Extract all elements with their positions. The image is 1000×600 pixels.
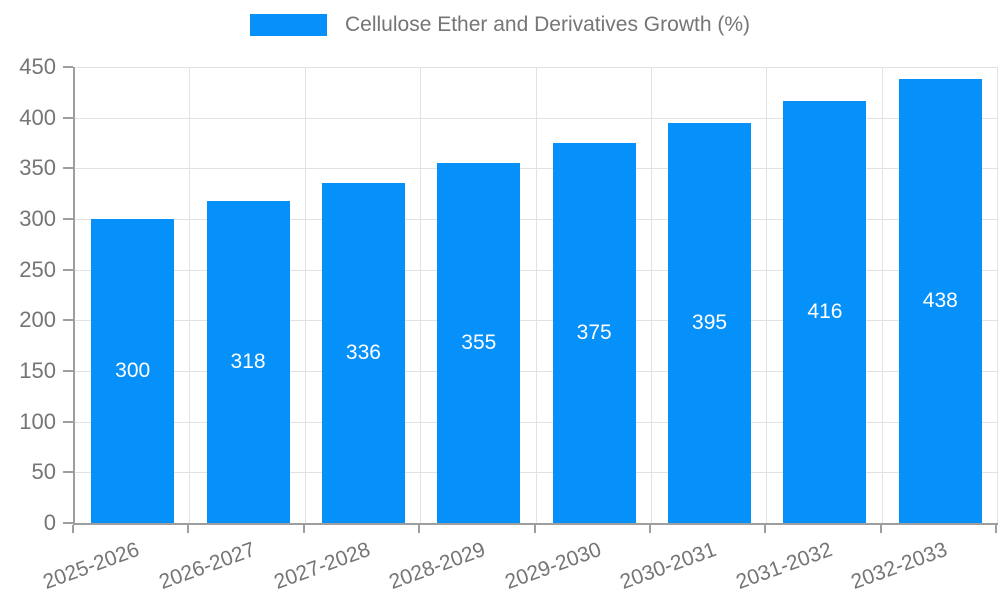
y-tick-0 xyxy=(63,522,73,524)
gridline-h-150 xyxy=(75,371,998,372)
x-axis-label-2031-2032: 2031-2032 xyxy=(732,538,835,594)
x-axis-label-2028-2029: 2028-2029 xyxy=(386,538,489,594)
bar-value-label: 336 xyxy=(345,340,381,364)
bar-value-label: 375 xyxy=(576,321,612,344)
chart-legend[interactable]: Cellulose Ether and Derivatives Growth (… xyxy=(0,13,1000,37)
y-axis-label-250: 250 xyxy=(19,256,56,282)
y-axis-label-450: 450 xyxy=(19,54,56,79)
gridline-v-5 xyxy=(650,67,652,523)
y-tick-150 xyxy=(63,370,73,372)
x-axis-label-2029-2030: 2029-2030 xyxy=(501,538,605,594)
y-axis-label-300: 300 xyxy=(19,206,56,231)
x-tick-0 xyxy=(72,525,74,533)
bar-value-label: 395 xyxy=(692,310,728,334)
y-tick-300 xyxy=(63,218,73,220)
x-tick-4 xyxy=(533,525,536,533)
gridline-h-200 xyxy=(75,320,998,322)
y-axis-label-400: 400 xyxy=(19,104,56,130)
x-axis-label-2032-2033: 2032-2033 xyxy=(847,538,951,594)
x-tick-1 xyxy=(187,525,190,533)
gridline-h-450 xyxy=(75,67,998,68)
y-axis-label-50: 50 xyxy=(31,459,56,485)
gridline-v-8 xyxy=(997,67,998,523)
bar-value-label: 416 xyxy=(807,300,843,324)
bar-2026-2027: 318 xyxy=(206,200,290,523)
x-axis-label-2030-2031: 2030-2031 xyxy=(617,538,720,594)
bar-value-label: 300 xyxy=(115,359,151,382)
x-axis-label-2025-2026: 2025-2026 xyxy=(40,538,143,594)
y-tick-50 xyxy=(63,471,73,474)
legend-swatch xyxy=(250,14,327,36)
gridline-v-6 xyxy=(766,67,768,523)
gridline-h-50 xyxy=(75,472,998,474)
gridline-v-1 xyxy=(189,67,191,523)
gridline-h-300 xyxy=(75,219,998,220)
y-axis-label-350: 350 xyxy=(19,155,56,181)
plot-area: 300 318 336 355 375 395 416 438 xyxy=(73,67,998,525)
gridline-v-2 xyxy=(304,67,306,523)
bar-2030-2031: 395 xyxy=(668,122,752,523)
gridline-v-4 xyxy=(535,67,537,523)
y-axis-label-200: 200 xyxy=(19,307,56,333)
gridline-h-400 xyxy=(75,117,998,119)
y-tick-100 xyxy=(63,420,73,423)
bar-value-label: 438 xyxy=(922,289,958,313)
bar-2028-2029: 355 xyxy=(437,163,521,523)
gridline-h-350 xyxy=(75,168,998,170)
y-tick-400 xyxy=(63,116,73,119)
y-tick-350 xyxy=(63,167,73,170)
y-tick-250 xyxy=(63,268,73,271)
bar-2025-2026: 300 xyxy=(91,219,175,523)
gridline-h-100 xyxy=(75,421,998,423)
x-tick-5 xyxy=(648,525,651,533)
bar-2031-2032: 416 xyxy=(783,101,867,523)
x-axis-label-2027-2028: 2027-2028 xyxy=(271,538,374,594)
x-tick-8 xyxy=(995,525,997,533)
gridline-h-250 xyxy=(75,269,998,271)
legend-label: Cellulose Ether and Derivatives Growth (… xyxy=(345,13,750,36)
y-axis-label-0: 0 xyxy=(43,510,56,535)
y-axis-label-150: 150 xyxy=(19,358,56,383)
x-tick-6 xyxy=(764,525,767,533)
bar-value-label: 355 xyxy=(461,331,497,355)
y-tick-450 xyxy=(63,66,73,68)
y-tick-200 xyxy=(63,319,73,322)
bar-2029-2030: 375 xyxy=(552,143,636,523)
x-axis-label-2026-2027: 2026-2027 xyxy=(155,538,258,594)
x-tick-3 xyxy=(418,525,421,533)
gridline-v-7 xyxy=(881,67,883,523)
bar-value-label: 318 xyxy=(230,349,266,373)
bar-2032-2033: 438 xyxy=(898,79,982,523)
gridline-v-3 xyxy=(420,67,422,523)
bar-2027-2028: 336 xyxy=(321,182,405,523)
x-tick-7 xyxy=(879,525,882,533)
y-axis-label-100: 100 xyxy=(19,408,56,434)
x-tick-2 xyxy=(302,525,305,533)
